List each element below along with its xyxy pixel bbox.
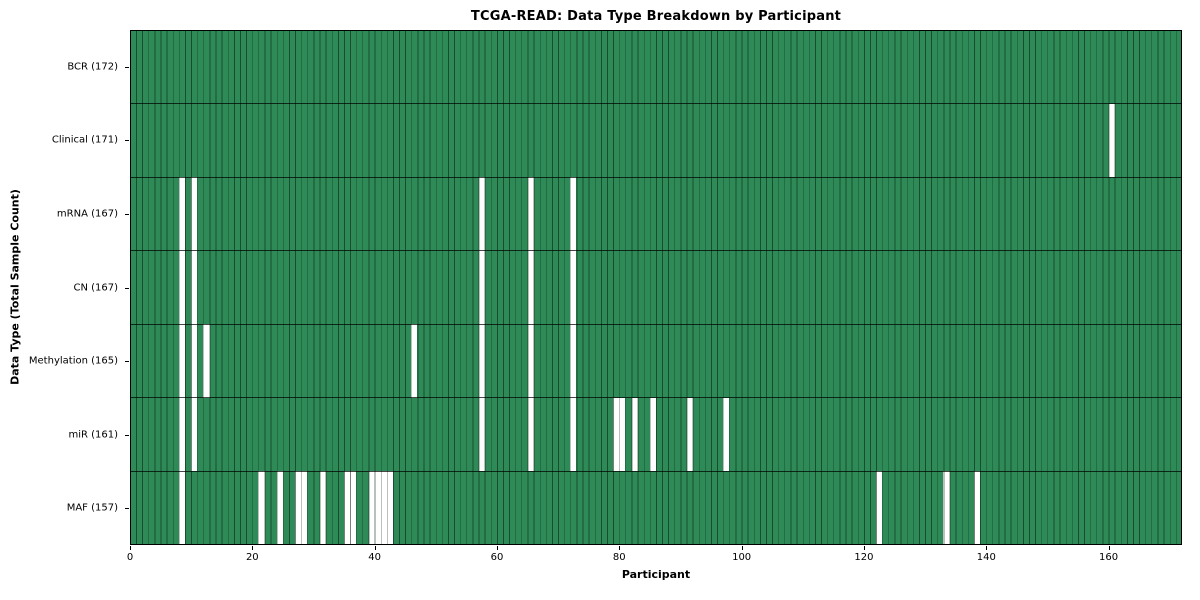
- x-axis: 0 20 40 60 80 100 120 140 160: [126, 545, 1182, 585]
- absent-bar: [191, 177, 198, 251]
- absent-bar: [527, 177, 534, 251]
- cell-gridlines: [130, 30, 1182, 545]
- absent-bar: [178, 250, 186, 325]
- y-tick-label: CN (167): [73, 282, 118, 293]
- absent-bar: [178, 177, 186, 251]
- absent-bar: [478, 397, 485, 472]
- absent-bar: [527, 250, 534, 325]
- x-tick-mark: [741, 546, 743, 550]
- absent-bar: [619, 397, 626, 472]
- y-tick-label: BCR (172): [67, 61, 118, 73]
- absent-bar: [191, 397, 198, 472]
- x-tick-label: 0: [126, 552, 134, 563]
- y-tick-label: mRNA (167): [56, 208, 118, 220]
- row-boundary-line: [130, 250, 1182, 252]
- absent-bar: [478, 250, 485, 325]
- absent-bar: [1108, 103, 1115, 178]
- absent-bar: [319, 471, 326, 545]
- absent-bar: [478, 324, 485, 398]
- row-boundary-line: [130, 176, 1182, 178]
- plot-area: PresentAbsent: [130, 30, 1182, 545]
- absent-bar: [527, 324, 534, 398]
- plot-border: [130, 30, 1182, 545]
- absent-bar: [301, 471, 308, 545]
- row-boundary-line: [130, 323, 1182, 325]
- absent-bar: [649, 397, 656, 472]
- x-tick-label: 60: [490, 552, 504, 563]
- y-tick-mark: [125, 361, 129, 363]
- y-tick-mark: [125, 508, 129, 510]
- x-tick-mark: [619, 546, 621, 550]
- x-tick-mark: [1108, 546, 1110, 550]
- absent-bar: [411, 324, 418, 398]
- absent-bar: [943, 471, 950, 545]
- y-axis: BCR (172) Clinical (171) mRNA (167) CN (167…: [0, 30, 130, 545]
- absent-bar: [203, 324, 210, 398]
- x-tick-mark: [252, 546, 254, 550]
- row-boundary-line: [130, 103, 1182, 105]
- x-tick-mark: [374, 546, 376, 550]
- y-tick-mark: [125, 213, 129, 215]
- x-tick-label: 160: [1099, 552, 1119, 563]
- row-boundary-line: [130, 397, 1182, 399]
- x-tick-label: 80: [612, 552, 626, 563]
- y-tick-mark: [125, 140, 129, 142]
- x-tick-label: 140: [976, 552, 996, 563]
- absent-bar: [570, 397, 577, 472]
- absent-bar: [191, 324, 198, 398]
- x-tick-mark: [863, 546, 865, 550]
- absent-bar: [191, 250, 198, 325]
- absent-bar: [258, 471, 265, 545]
- x-tick-label: 120: [854, 552, 874, 563]
- x-tick-mark: [130, 546, 131, 550]
- y-tick-label: miR (161): [68, 429, 118, 441]
- absent-bar: [723, 397, 730, 472]
- absent-bar: [178, 471, 186, 545]
- x-tick-mark: [496, 546, 498, 550]
- absent-bar: [631, 397, 638, 472]
- absent-bar: [570, 324, 577, 398]
- absent-bar: [276, 471, 283, 545]
- absent-bar: [876, 471, 883, 545]
- absent-bar: [527, 397, 534, 472]
- absent-bar: [974, 471, 981, 545]
- x-axis-label: Participant: [621, 568, 691, 581]
- absent-bar: [350, 471, 357, 545]
- y-tick-label: Methylation (165): [28, 355, 118, 367]
- row-boundary-line: [130, 470, 1182, 472]
- x-tick-label: 100: [732, 552, 752, 563]
- absent-bar: [686, 397, 693, 472]
- y-tick-mark: [125, 66, 129, 68]
- y-tick-mark: [125, 287, 129, 289]
- absent-bar: [570, 177, 577, 251]
- y-tick-mark: [125, 434, 129, 436]
- x-tick-mark: [986, 546, 988, 550]
- chart-title: TCGA-READ: Data Type Breakdown by Partic…: [470, 9, 842, 24]
- absent-bar: [178, 397, 186, 472]
- x-tick-label: 40: [368, 552, 382, 563]
- absent-bar: [570, 250, 577, 325]
- y-tick-label: MAF (157): [66, 502, 118, 514]
- absent-bar: [178, 324, 186, 398]
- absent-bar: [386, 471, 393, 545]
- absent-bar: [478, 177, 485, 251]
- y-tick-label: Clinical (171): [51, 134, 118, 146]
- x-tick-label: 20: [245, 552, 259, 563]
